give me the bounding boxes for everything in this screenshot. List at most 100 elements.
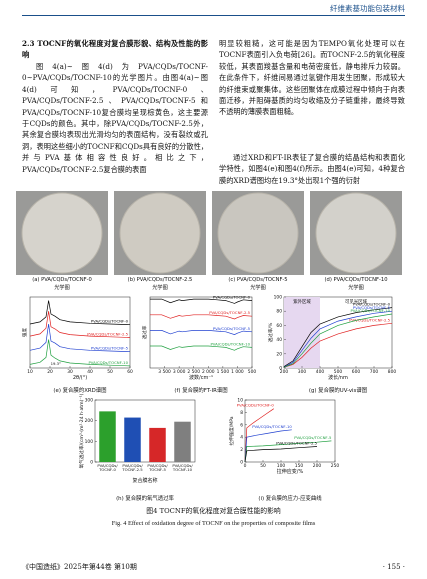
series-label: PVA/CQDs/TOCNF-0 — [91, 319, 129, 324]
x-tick-label: 100 — [277, 463, 286, 469]
series-label: PVA/CQDs/TOCNF-2.5 — [276, 441, 317, 446]
paragraph: 明显较粗糙，这可能是因为TEMPO氧化处理可以在TOCNF表面引入负电荷[26]… — [219, 39, 405, 117]
series-line — [29, 323, 131, 353]
x-tick-label: 1 000 — [231, 369, 244, 375]
series-line — [244, 429, 292, 463]
x-tick-label: 200 — [280, 369, 289, 375]
y-tick-label: 300 — [85, 398, 94, 404]
plot-frame — [244, 399, 336, 463]
series-label: PVA/CQDs/TOCNF-5 — [91, 346, 129, 351]
x-tick-label: 30 — [67, 369, 73, 375]
series-label: PVA/CQDs/TOCNF-2.5 — [209, 310, 250, 315]
y-tick-label: 2 — [240, 447, 243, 453]
y-tick-label: 100 — [274, 295, 283, 301]
panel-caption: (f) 复合膜的FT-IR谱图 — [174, 386, 227, 394]
region-label: 紫外区域 — [293, 298, 311, 305]
film-photo — [217, 192, 299, 274]
series-label: PVA/CQDs/TOCNF-0 — [213, 295, 251, 300]
y-tick-label: 4 — [240, 435, 243, 441]
paragraph: 图4(a)~图4(d)为PVA/CQDs/TOCNF-0~PVA/CQDs/TO… — [22, 62, 208, 174]
y-tick-label: 100 — [85, 439, 94, 445]
paragraph: 通过XRD和FT-IR表征了复合膜的结晶结构和表面化学特性，如图4(e)和图4(… — [219, 153, 405, 185]
y-tick-label: 0 — [279, 366, 282, 372]
photo-caption: (b) PVA/CQDs/TOCNF-2.5 — [128, 277, 193, 283]
x-tick-label: 0 — [244, 463, 247, 469]
x-tick-label: 300 — [298, 369, 307, 375]
y-tick-label: 0 — [90, 460, 93, 466]
plot-frame — [94, 399, 196, 463]
photo-caption-sub: 光学图 — [348, 283, 364, 291]
photo-caption: (d) PVA/CQDs/TOCNF-10 — [325, 277, 388, 283]
bar — [124, 417, 141, 462]
y-axis-label: 拉伸强度/MPa — [228, 416, 235, 445]
series-label: PVA/CQDs/TOCNF-10 — [210, 341, 250, 346]
annotation: 19.3° — [51, 361, 61, 366]
series-label: PVA/CQDs/TOCNF-10 — [350, 308, 390, 313]
uv-region — [284, 297, 320, 368]
series-label: PVA/CQDs/TOCNF-5 — [353, 305, 391, 310]
photo-caption-sub: 光学图 — [152, 283, 168, 291]
series-line — [29, 311, 131, 338]
series-label: PVA/CQDs/TOCNF-0 — [353, 302, 391, 307]
x-tick-label: 250 — [331, 463, 340, 469]
series-line — [244, 440, 332, 463]
series-line — [150, 345, 253, 351]
panel-caption: (g) 复合膜的UV-vis谱图 — [309, 386, 367, 394]
x-tick-label: 150 — [295, 463, 304, 469]
x-tick-label: 2 500 — [187, 369, 200, 375]
x-tick-label: 600 — [352, 369, 361, 375]
series-label: PVA/CQDs/TOCNF-10 — [88, 360, 128, 365]
section-heading: 2.3 TOCNF的氧化程度对复合膜形貌、结构及性能的影响 — [22, 39, 208, 60]
x-tick-label: 500 — [334, 369, 343, 375]
y-tick-label: 6 — [240, 422, 243, 428]
x-tick-label: PVA/CQDs/TOCNF-10 — [172, 463, 193, 472]
series-label: PVA/CQDs/TOCNF-5 — [294, 435, 332, 440]
x-tick-label: PVA/CQDs/TOCNF-2.5 — [121, 463, 143, 472]
x-axis-label: 波数/cm⁻¹ — [189, 374, 213, 381]
film-photo — [119, 192, 201, 274]
header-rule — [22, 15, 405, 16]
y-tick-label: 0 — [240, 460, 243, 466]
x-tick-label: 3 000 — [173, 369, 186, 375]
x-axis-label: 拉伸应变/% — [277, 468, 304, 475]
panel-caption: (h) 复合膜的氧气透过率 — [116, 494, 174, 502]
y-tick-label: 60 — [276, 323, 282, 329]
x-tick-label: 50 — [260, 463, 266, 469]
y-tick-label: 200 — [85, 418, 94, 424]
series-label: PVA/CQDs/TOCNF-5 — [213, 326, 251, 331]
y-tick-label: 10 — [237, 398, 243, 404]
y-axis-label: 透过率 — [141, 325, 148, 339]
x-tick-label: 3 500 — [158, 369, 171, 375]
x-axis-label: 2θ/(°) — [73, 375, 87, 381]
x-tick-label: 1 500 — [217, 369, 230, 375]
plot-frame — [149, 296, 253, 369]
series-line — [150, 330, 253, 335]
x-tick-label: 50 — [107, 369, 113, 375]
x-tick-label: 500 — [248, 369, 257, 375]
figure-caption-en: Fig. 4 Effect of oxidation degree of TOC… — [111, 520, 316, 527]
y-axis-label: 强度 — [21, 328, 28, 338]
y-axis-label: 透过率/% — [267, 322, 274, 342]
region-label: 可见光区域 — [345, 298, 368, 305]
series-line — [283, 322, 393, 368]
series-line — [244, 446, 318, 463]
series-label: PVA/CQDs/TOCNF-2.5 — [87, 331, 128, 336]
photo-caption-sub: 光学图 — [250, 283, 266, 291]
film-photo — [315, 192, 397, 274]
series-line — [244, 408, 274, 463]
page-number: · 155 · — [382, 563, 405, 571]
x-tick-label: PVA/CQDs/TOCNF-5 — [147, 463, 168, 472]
x-tick-label: 40 — [87, 369, 93, 375]
x-tick-label: 20 — [47, 369, 53, 375]
panel-caption: (e) 复合膜的XRD谱图 — [53, 386, 106, 394]
y-tick-label: 80 — [276, 309, 282, 315]
x-tick-label: PVA/CQDs/TOCNF-0 — [97, 463, 118, 472]
x-tick-label: 200 — [313, 463, 322, 469]
series-line — [29, 339, 131, 367]
series-line — [150, 314, 253, 320]
figure-caption: 图4 TOCNF的氧化程度对复合膜性能的影响 — [146, 507, 281, 515]
bar — [149, 427, 166, 462]
y-tick-label: 40 — [276, 337, 282, 343]
